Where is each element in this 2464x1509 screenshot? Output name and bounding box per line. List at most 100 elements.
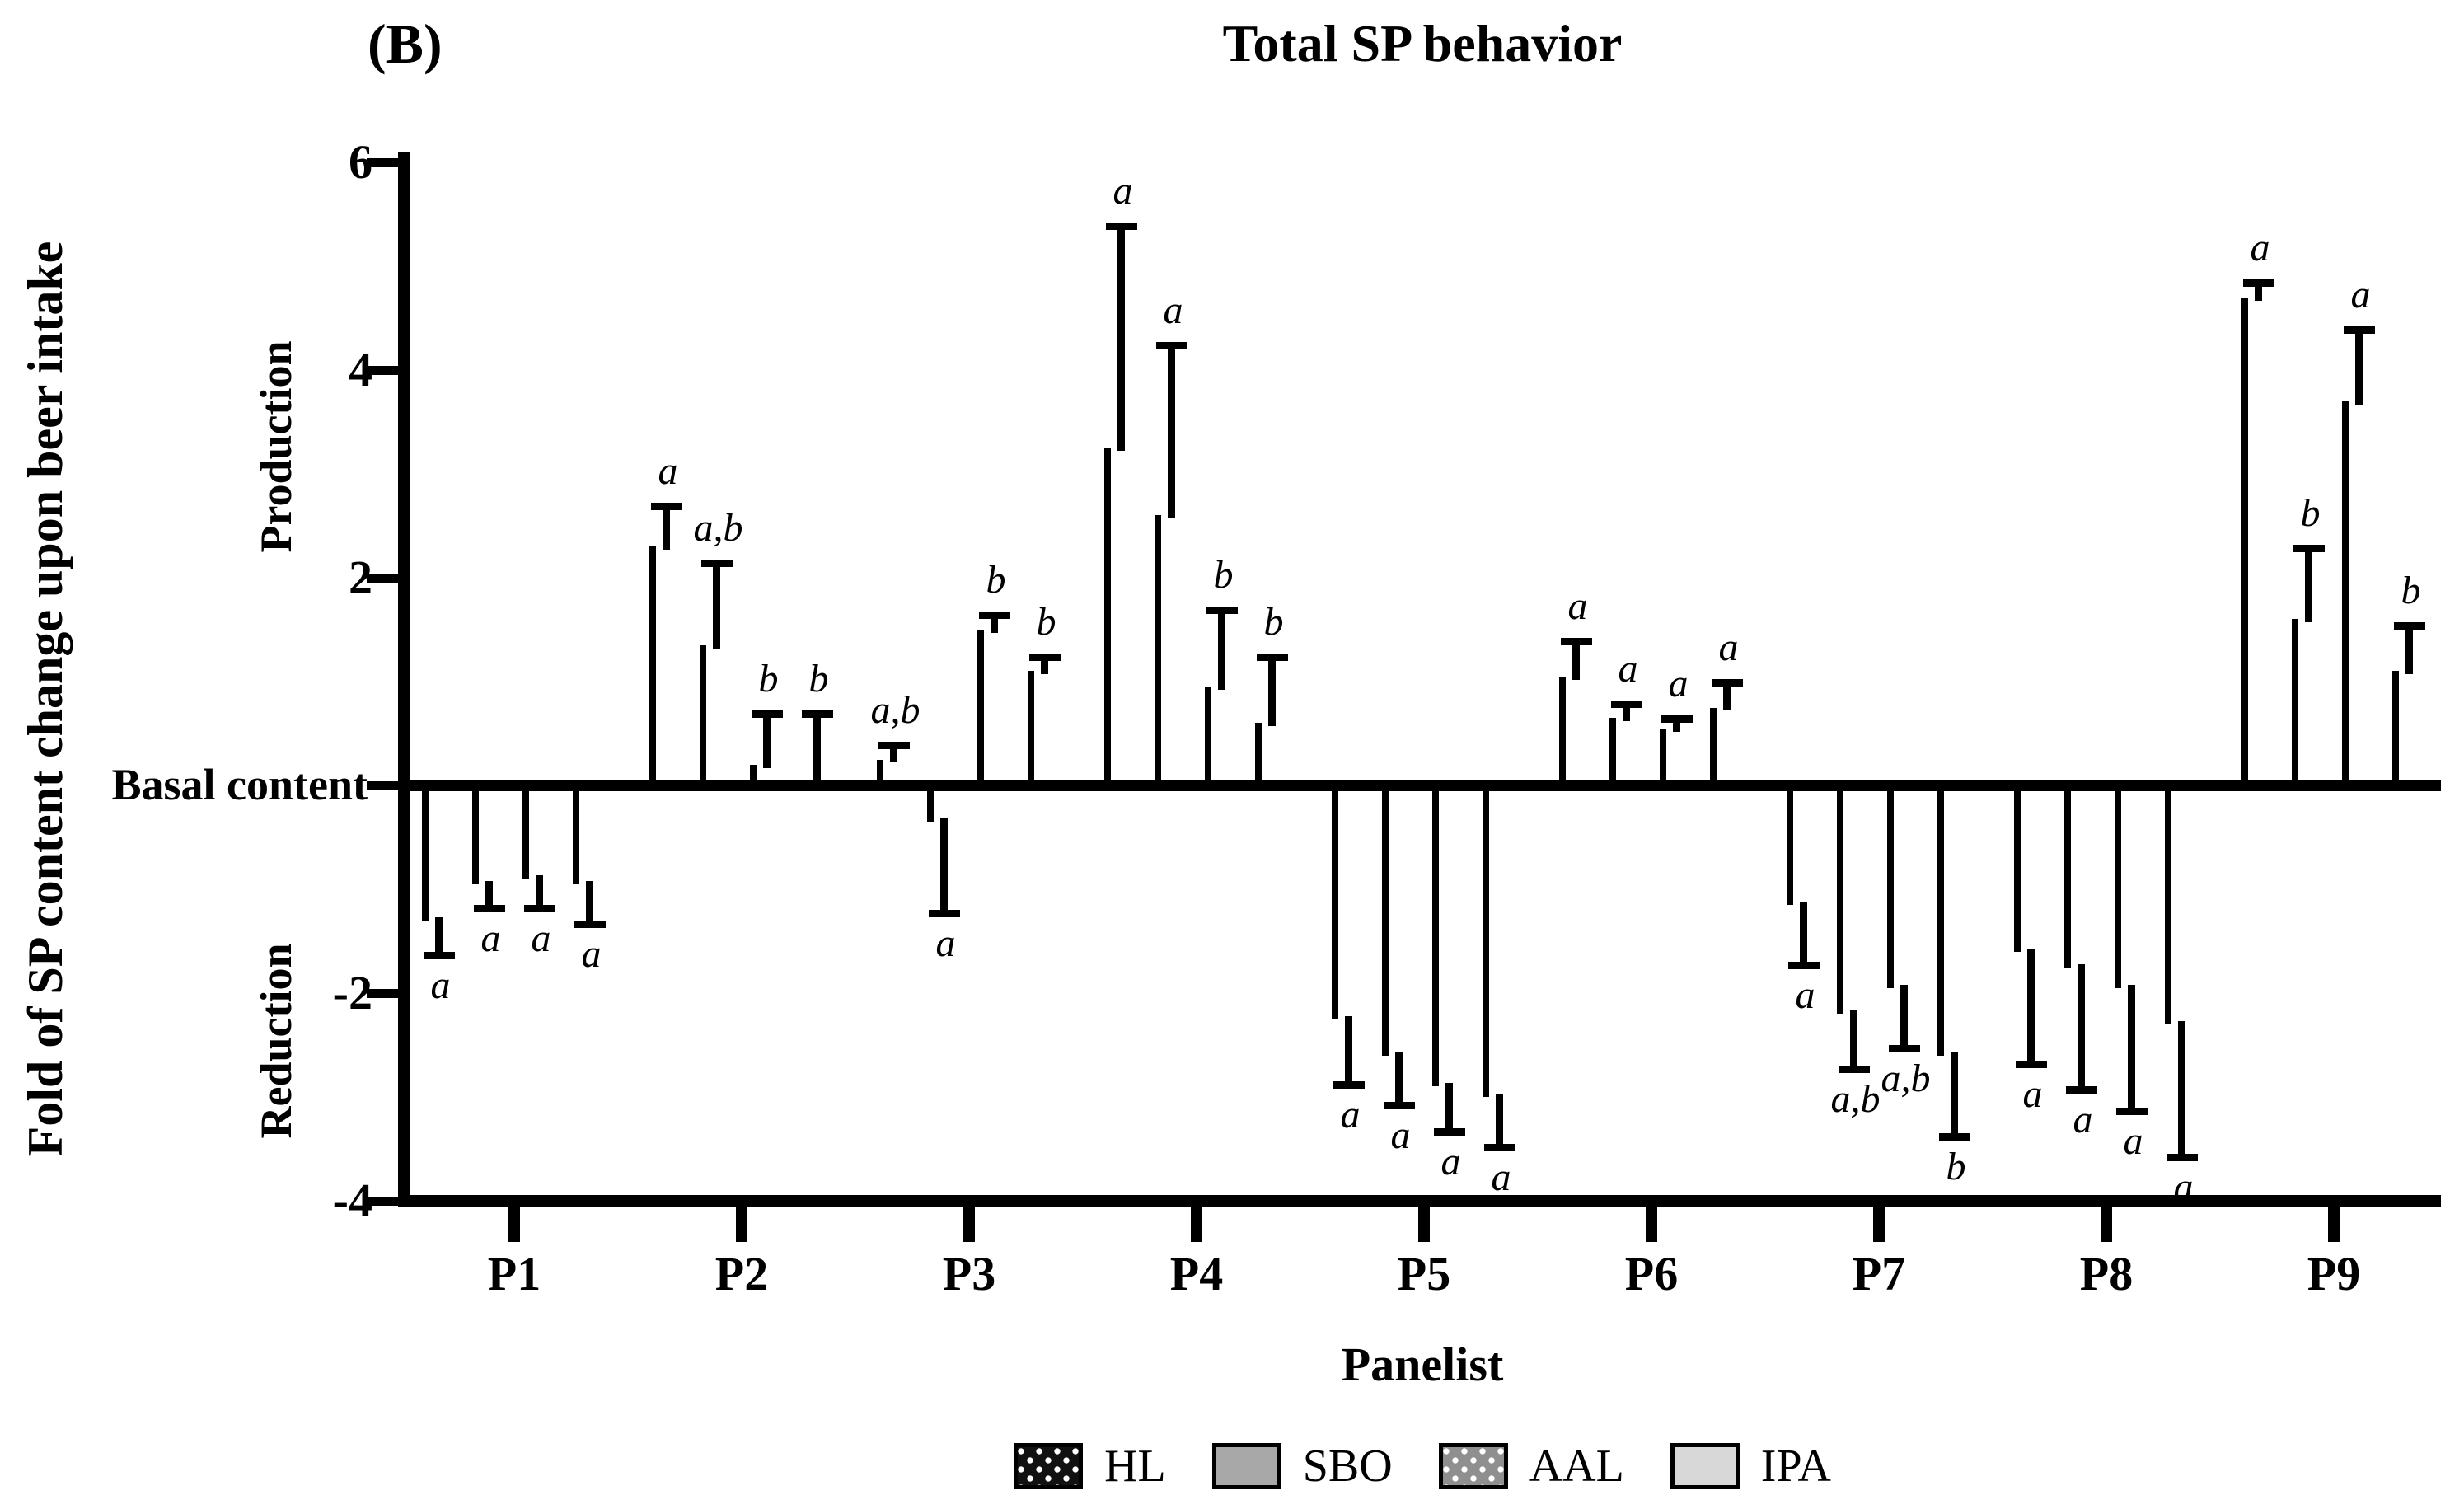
error-bar-line <box>1041 660 1048 675</box>
y-tick-6 <box>367 157 398 167</box>
bar-hl-P5 <box>1331 780 1338 1019</box>
sig-letter: a <box>1440 1139 1461 1183</box>
x-tick-P5 <box>1418 1207 1430 1242</box>
error-bar-cap <box>473 904 505 912</box>
error-bar-line <box>713 567 720 649</box>
sig-letter: b <box>986 558 1006 602</box>
sig-letter: a <box>1668 662 1689 706</box>
error-bar-line <box>2178 1020 2185 1155</box>
x-tick-label-P3: P3 <box>942 1247 996 1300</box>
error-bar-cap <box>2015 1060 2047 1068</box>
error-bar-cap <box>2166 1154 2198 1162</box>
x-tick-P7 <box>1873 1207 1885 1242</box>
bar-sbo-P8 <box>2063 780 2071 968</box>
bar-hl-P6 <box>1558 676 1566 790</box>
legend: HL SBO AAL IPA <box>404 1437 2441 1495</box>
sig-letter: a <box>581 931 602 976</box>
y-tick--4 <box>367 1196 398 1206</box>
error-bar-line <box>2305 551 2312 623</box>
error-bar-line <box>1395 1052 1403 1103</box>
y-tick-label-6: 6 <box>349 135 372 189</box>
error-bar-line <box>1218 614 1225 691</box>
error-bar-line <box>1623 707 1630 722</box>
panel-label: (B) <box>368 12 443 75</box>
bar-ipa-P6 <box>1709 707 1717 790</box>
y-tick-4 <box>367 365 398 375</box>
error-bar-line <box>991 619 998 633</box>
legend-item-aal: AAL <box>1438 1440 1624 1493</box>
bar-aal-P4 <box>1204 687 1211 790</box>
error-bar-cap <box>2242 279 2274 288</box>
error-bar-cap <box>978 612 1010 620</box>
x-tick-label-P6: P6 <box>1624 1247 1679 1300</box>
chart-title: Total SP behavior <box>1222 14 1623 73</box>
error-bar-line <box>890 748 897 763</box>
error-bar-cap <box>2393 622 2425 630</box>
x-tick-label-P5: P5 <box>1397 1247 1451 1300</box>
x-tick-P8 <box>2101 1207 2112 1242</box>
sig-letter: b <box>758 657 779 701</box>
error-bar-cap <box>1155 341 1187 349</box>
y-tick-label--4: -4 <box>332 1174 372 1227</box>
bar-aal-P9 <box>2341 401 2349 790</box>
error-bar-line <box>763 718 771 768</box>
error-bar-line <box>2405 630 2413 675</box>
bar-hl-P1 <box>421 780 429 921</box>
error-bar-cap <box>928 910 960 918</box>
x-tick-P1 <box>508 1207 520 1242</box>
sig-letter: b <box>808 657 829 701</box>
error-bar-line <box>1496 1094 1503 1144</box>
x-tick-label-P4: P4 <box>1169 1247 1224 1300</box>
sig-letter: a,b <box>1830 1077 1881 1122</box>
error-bar-cap <box>1661 715 1693 724</box>
error-bar-line <box>586 880 593 921</box>
sig-letter: b <box>1263 599 1284 644</box>
error-bar-cap <box>1610 700 1642 708</box>
error-bar-cap <box>1938 1133 1970 1141</box>
error-bar-cap <box>523 904 555 912</box>
error-bar-line <box>1800 901 1807 963</box>
sig-letter: a <box>2350 272 2371 316</box>
bar-aal-P8 <box>2114 780 2121 988</box>
error-bar-line <box>2128 984 2135 1108</box>
error-bar-line <box>1445 1083 1453 1128</box>
sig-letter: a <box>1618 646 1638 691</box>
x-tick-P6 <box>1646 1207 1657 1242</box>
error-bar-line <box>1345 1015 1352 1082</box>
error-bar-line <box>1168 349 1175 519</box>
sig-letter: a <box>1491 1155 1511 1199</box>
error-bar-cap <box>423 951 455 959</box>
bar-sbo-P5 <box>1381 780 1389 1056</box>
x-tick-P9 <box>2328 1207 2340 1242</box>
bar-ipa-P5 <box>1482 780 1489 1097</box>
bar-hl-P7 <box>1786 780 1793 905</box>
error-bar-line <box>1900 984 1908 1045</box>
error-bar-line <box>813 718 821 784</box>
x-tick-label-P7: P7 <box>1852 1247 1906 1300</box>
sig-letter: a <box>1113 168 1133 213</box>
x-axis-title: Panelist <box>1341 1338 1504 1391</box>
sig-letter: a <box>2173 1165 2194 1210</box>
bar-aal-P3 <box>977 630 984 790</box>
legend-swatch-hl <box>1014 1443 1084 1489</box>
y-tick-2 <box>367 573 398 583</box>
error-bar-cap <box>801 710 833 719</box>
error-bar-cap <box>1333 1081 1365 1090</box>
bar-hl-P8 <box>2013 780 2021 952</box>
legend-item-sbo: SBO <box>1211 1440 1393 1493</box>
bar-aal-P5 <box>1431 780 1439 1087</box>
error-bar-line <box>1850 1010 1857 1066</box>
y-tick-label--2: -2 <box>332 966 372 1019</box>
y-axis-line <box>398 152 410 1207</box>
x-tick-label-P1: P1 <box>487 1247 541 1300</box>
error-bar-line <box>1572 644 1580 680</box>
error-bar-cap <box>2115 1107 2148 1115</box>
bar-hl-P4 <box>1103 448 1111 790</box>
x-tick-label-P8: P8 <box>2079 1247 2134 1300</box>
error-bar-cap <box>751 710 783 719</box>
error-bar-cap <box>1383 1102 1415 1110</box>
bar-sbo-P7 <box>1836 780 1843 1015</box>
error-bar-line <box>435 916 443 952</box>
sig-letter: a <box>1163 288 1183 332</box>
x-tick-P2 <box>736 1207 747 1242</box>
